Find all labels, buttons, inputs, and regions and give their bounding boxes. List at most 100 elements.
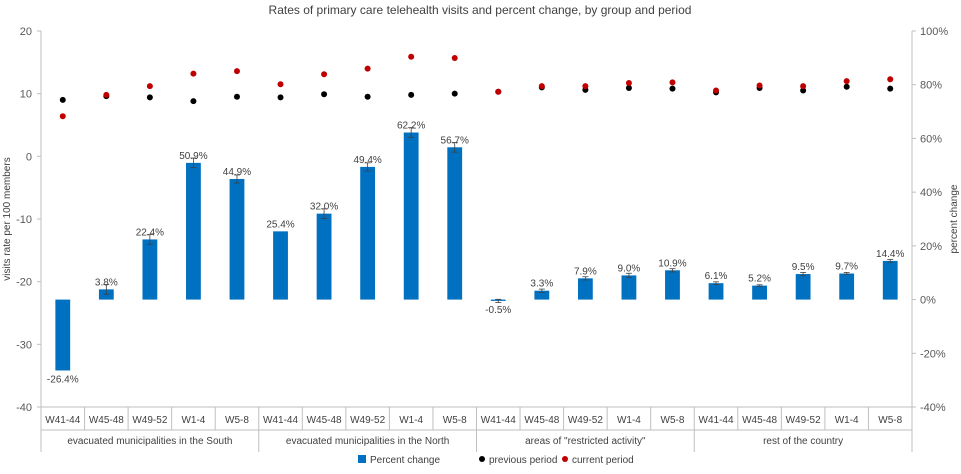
y-right-tick-label: 0% [920,295,936,307]
point-current-period [103,91,110,98]
legend-swatch-previous-period [479,456,485,462]
point-current-period [800,83,807,90]
bar-percent-change [752,285,767,300]
point-current-period [887,76,894,83]
bar-percent-change [447,147,463,300]
x-tick-label: W5-8 [225,415,249,426]
data-label: 32.0% [310,202,338,213]
x-tick-label: W1-4 [617,415,641,426]
x-tick-label: W49-52 [568,415,603,426]
bar-percent-change [534,290,550,300]
point-previous-period [190,98,197,105]
point-current-period [538,83,545,90]
data-label: -26.4% [47,374,79,385]
point-current-period [233,68,240,75]
x-tick-label: W5-8 [878,415,902,426]
legend-label-percent-change: Percent change [370,455,440,466]
bar-percent-change [882,260,898,300]
point-current-period [59,113,66,120]
data-label: 22.4% [136,227,164,238]
x-tick-label: W5-8 [661,415,685,426]
y-left-tick-label: 10 [20,89,32,101]
point-current-period [843,78,850,85]
data-label: 49.4% [353,155,381,166]
point-current-period [495,88,502,95]
x-tick-label: W45-48 [89,415,124,426]
data-label: 5.2% [748,274,771,285]
group-label: evacuated municipalities in the North [286,436,449,447]
x-tick-label: W41-44 [699,415,734,426]
bar-percent-change [665,270,680,300]
y-right-tick-label: -40% [920,402,946,414]
bar-percent-change [55,299,71,371]
bar-percent-change [142,239,158,300]
x-tick-label: W45-48 [307,415,342,426]
y-right-tick-label: 60% [920,133,942,145]
x-tick-label: W1-4 [835,415,859,426]
point-previous-period [364,93,371,100]
legend-label-current-period: current period [572,455,634,466]
group-label: areas of "restricted activity" [525,436,646,447]
bar-percent-change [316,213,332,300]
bar-percent-change [403,132,419,300]
y-left-tick-label: -10 [16,214,32,226]
plot-area: -40 -30 -20 -10 0 10 20 -40% -20% 0% 20% 40% 60% 80% 1… [16,26,948,452]
y-right-tick-label: 40% [920,187,942,199]
bar-percent-change [577,278,593,300]
data-label: 56.7% [441,135,469,146]
data-label: 9.7% [835,262,858,273]
y-left-tick-label: -30 [16,339,32,351]
x-tick-label: W41-44 [263,415,298,426]
data-label: 9.0% [618,263,641,274]
point-current-period [321,71,328,78]
x-tick-label: W1-4 [181,415,205,426]
y-left-tick-label: -20 [16,277,32,289]
y-right-tick-label: 80% [920,80,942,92]
x-tick-label: W1-4 [399,415,423,426]
y-axis-right-title: percent change [949,184,960,253]
point-current-period [625,80,632,87]
legend-swatch-percent-change [358,455,366,463]
data-label: 14.4% [876,249,904,260]
data-label: 50.9% [179,151,207,162]
data-label: 44.9% [223,167,251,178]
point-current-period [669,79,676,86]
x-tick-label: W49-52 [786,415,821,426]
x-tick-label: W41-44 [481,415,516,426]
data-label: 10.9% [658,258,686,269]
point-previous-period [277,94,284,101]
bar-percent-change [839,273,855,300]
point-previous-period [625,85,632,92]
data-label: 3.8% [95,277,118,288]
legend: Percent change previous period current per… [358,455,634,466]
legend-label-previous-period: previous period [489,455,557,466]
point-previous-period [233,93,240,100]
bar-percent-change [186,162,201,300]
point-current-period [364,65,371,72]
point-current-period [146,83,153,90]
point-previous-period [59,96,66,103]
point-current-period [756,82,763,89]
point-current-period [190,70,197,77]
y-left-tick-label: 20 [20,26,32,38]
bar-percent-change [360,166,376,300]
point-previous-period [451,90,458,97]
group-label: evacuated municipalities in the South [67,436,232,447]
point-previous-period [800,87,807,94]
y-right-tick-label: 100% [920,26,948,38]
x-tick-label: W41-44 [45,415,80,426]
point-previous-period [146,94,153,101]
point-current-period [277,81,284,88]
chart-title: Rates of primary care telehealth visits … [269,3,692,17]
y-right-tick-label: 20% [920,241,942,253]
data-label: 3.3% [530,279,553,290]
data-label: -0.5% [485,305,511,316]
data-label: 62.2% [397,121,425,132]
x-tick-label: W49-52 [132,415,167,426]
point-current-period [408,53,415,60]
bar-percent-change [795,274,811,300]
point-previous-period [321,91,328,98]
data-label: 6.1% [705,271,728,282]
